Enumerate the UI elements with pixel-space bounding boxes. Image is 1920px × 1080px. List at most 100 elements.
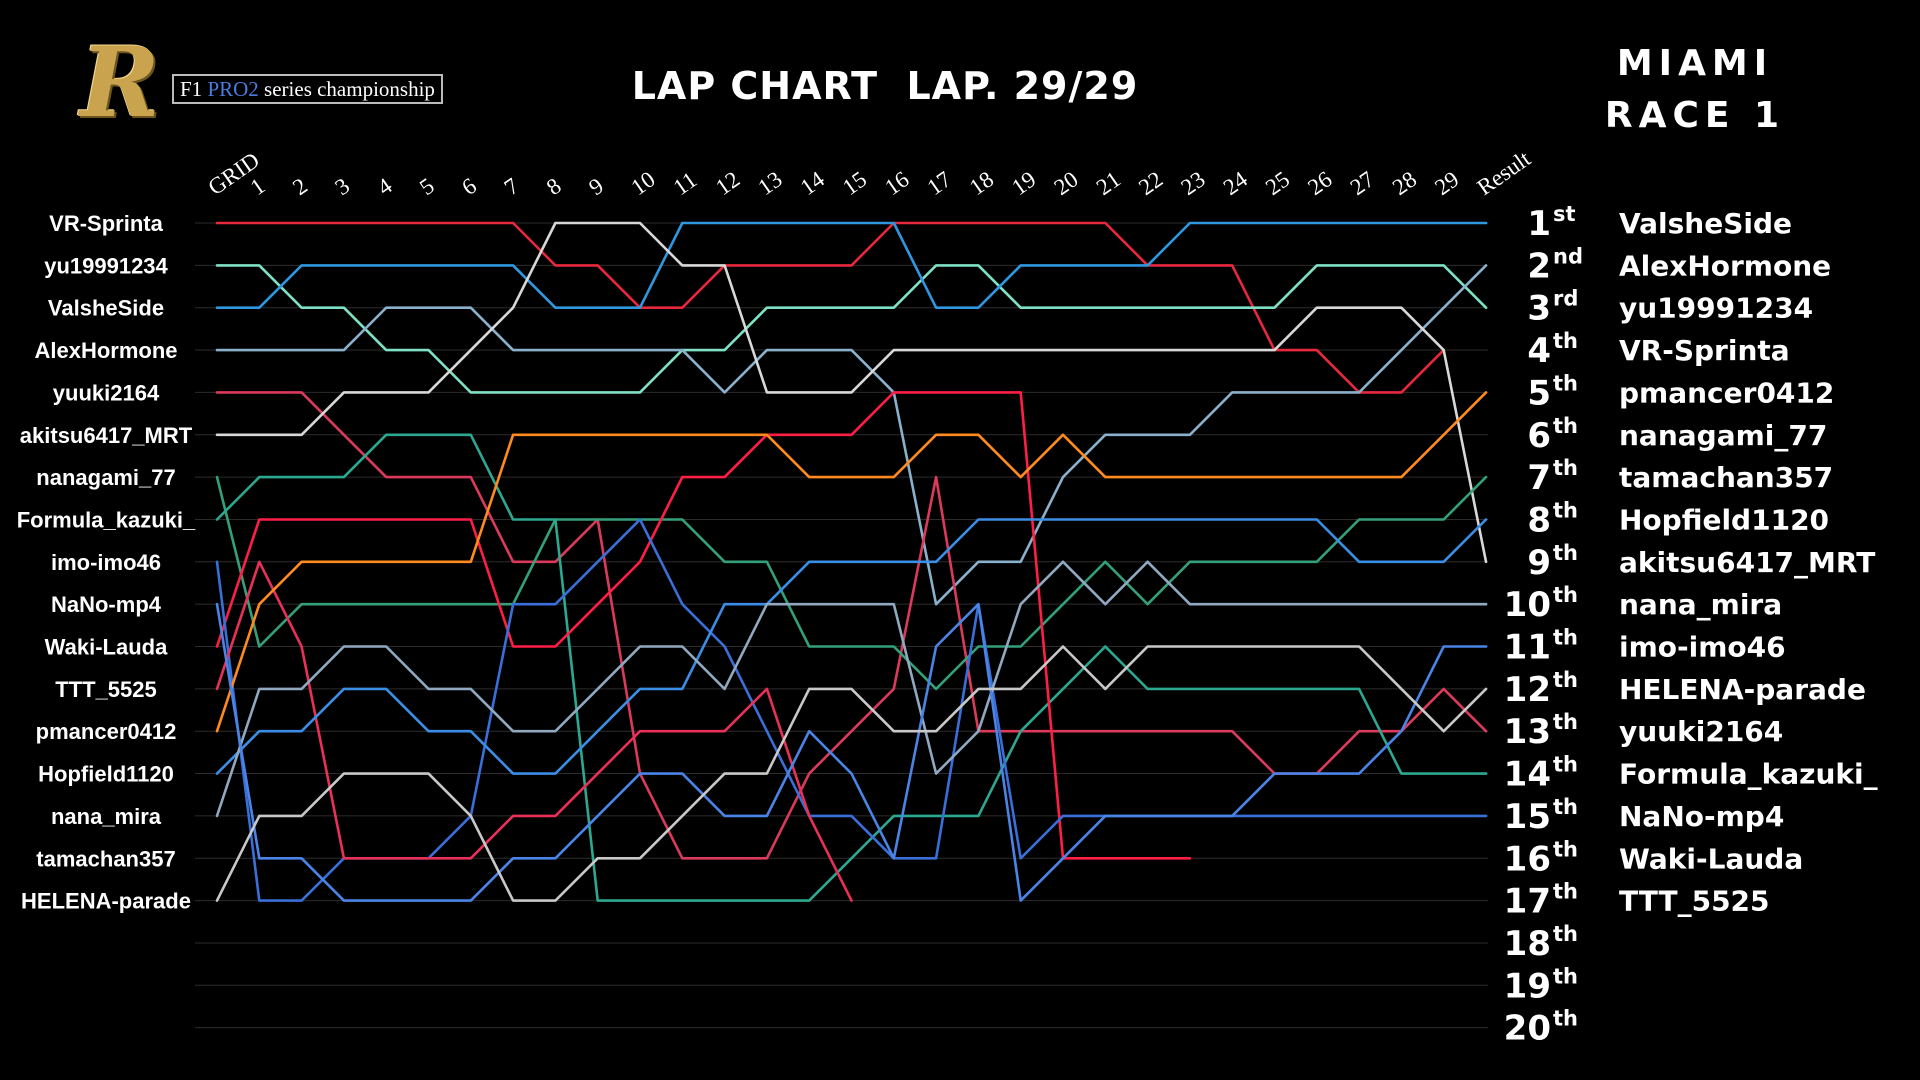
position-suffix: th [1553,626,1578,650]
grid-driver-name: Waki-Lauda [45,635,168,660]
championship-logo: R F1 PRO2 series championship [80,26,480,139]
lap-label: 16 [880,166,913,200]
position-suffix: th [1553,964,1578,988]
position-suffix: st [1553,202,1576,226]
lap-label: 22 [1134,166,1167,200]
grid-driver-name: Hopfield1120 [38,762,174,787]
lap-label: 12 [711,166,744,200]
driver-position-line [215,391,1488,860]
position-number: 1 [1527,204,1551,244]
lap-label: 8 [542,173,566,200]
grid-driver-name: akitsu6417_MRT [20,423,193,448]
grid-driver-name: Formula_kazuki_ [17,507,196,532]
chart-title: LAP CHART LAP. 29/29 [631,64,1139,108]
lap-label: 6 [457,173,481,200]
lap-label: 5 [415,173,439,200]
result-driver-name: Waki-Lauda [1619,842,1803,875]
lap-label: 28 [1388,166,1421,200]
grid-driver-name: nanagami_77 [36,465,175,490]
lap-label: 17 [923,166,956,200]
driver-position-line [215,475,1488,691]
result-driver-name: TTT_5525 [1619,885,1770,918]
series-prefix: F1 [180,77,208,101]
position-number: 17 [1504,882,1551,922]
grid-driver-name: ValsheSide [48,296,164,321]
grid-driver-name: NaNo-mp4 [51,592,162,617]
position-number: 7 [1527,458,1551,498]
lap-label: 24 [1219,166,1253,200]
result-driver-name: HELENA-parade [1619,673,1866,706]
position-number: 3 [1527,289,1551,329]
result-names: ValsheSide AlexHormone yu19991234 VR-Sprint… [1619,207,1878,918]
position-suffix: th [1553,329,1578,353]
position-suffix: th [1553,456,1578,480]
grid-driver-name: TTT_5525 [55,677,157,702]
grid-driver-name: imo-imo46 [51,550,161,575]
lap-label: 3 [330,173,354,200]
lap-label: 15 [838,166,871,200]
result-driver-name: nana_mira [1619,588,1782,621]
lap-label: 1 [246,173,270,200]
position-suffix: th [1553,668,1578,692]
position-number: 11 [1504,628,1551,668]
lap-label: 21 [1092,166,1125,200]
position-number: 5 [1527,373,1551,413]
gridlines [195,222,1488,1029]
position-suffix: th [1553,795,1578,819]
driver-position-line [215,518,1488,775]
result-driver-name: yu19991234 [1619,292,1813,325]
driver-position-line [215,221,1445,394]
lap-label: Result [1473,146,1536,201]
position-suffix: th [1553,753,1578,777]
lap-label: 26 [1303,166,1336,200]
lap-label: 23 [1176,166,1209,200]
position-suffix: nd [1553,244,1583,268]
lap-label: 13 [753,166,786,200]
position-number: 16 [1504,839,1551,879]
grid-driver-name: HELENA-parade [21,889,191,914]
lap-label: 27 [1346,166,1379,200]
position-number: 14 [1504,755,1551,795]
position-lines [215,221,1488,902]
grid-driver-name: tamachan357 [36,846,175,871]
result-driver-name: nanagami_77 [1619,419,1827,452]
logo-mark: R [80,26,160,139]
series-name: F1 PRO2 series championship [172,74,443,104]
series-pro: PRO2 [207,77,259,101]
position-number: 8 [1527,500,1551,540]
lap-label: 14 [796,166,830,200]
position-suffix: th [1553,371,1578,395]
position-number: 13 [1504,712,1551,752]
position-number: 20 [1504,1009,1551,1049]
lap-label: 10 [627,166,660,200]
lap-label: 4 [373,173,397,200]
driver-position-line [215,221,1488,309]
lap-label: 11 [669,167,701,200]
position-suffix: th [1553,1007,1578,1031]
position-suffix: th [1553,498,1578,522]
series-suffix: series championship [258,77,435,101]
race-name: RACE 1 [1604,95,1786,136]
result-driver-name: pmancer0412 [1619,376,1834,409]
driver-position-line [215,264,1488,394]
position-number: 9 [1527,543,1551,583]
driver-position-line [215,645,1488,902]
venue-name: MIAMI [1616,43,1774,84]
grid-driver-name: yu19991234 [44,253,168,278]
result-driver-name: AlexHormone [1619,249,1831,282]
position-suffix: th [1553,837,1578,861]
result-driver-name: ValsheSide [1619,207,1792,240]
grid-names: VR-Sprinta yu19991234 ValsheSide AlexHormon… [17,211,196,914]
position-number: 4 [1527,331,1551,371]
position-suffix: th [1553,541,1578,565]
lap-label: 18 [965,166,998,200]
lap-label: 9 [584,173,608,200]
driver-position-line [215,560,853,902]
driver-position-line [215,221,1488,564]
position-suffix: rd [1553,287,1578,311]
position-suffix: th [1553,880,1578,904]
grid-driver-name: AlexHormone [34,338,177,363]
lap-label: 2 [288,173,312,200]
driver-position-line [215,264,1488,606]
